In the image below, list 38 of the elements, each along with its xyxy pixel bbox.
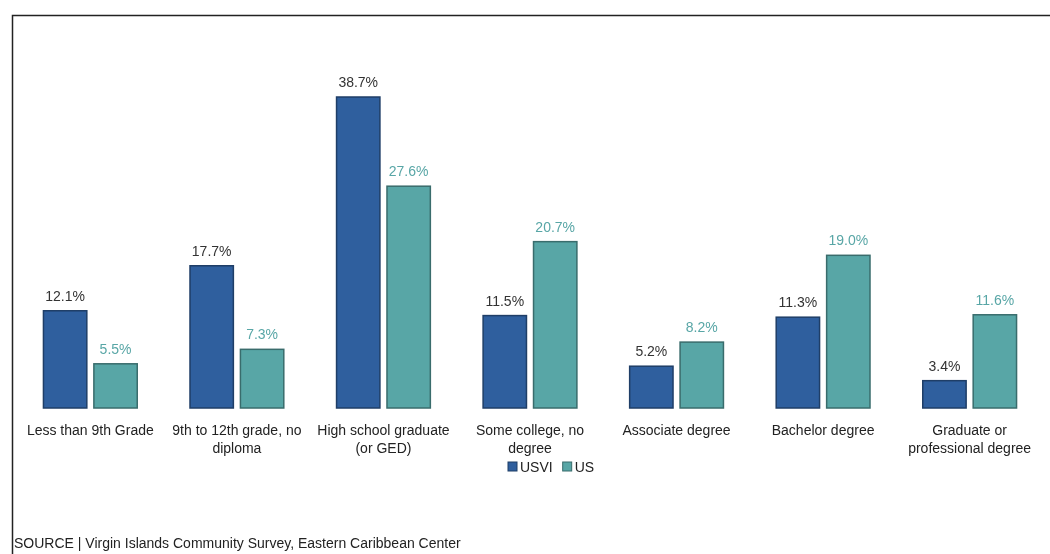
data-label: 27.6% (388, 163, 429, 180)
data-label: 7.3% (246, 326, 279, 343)
data-label: 12.1% (45, 287, 85, 304)
x-tick-label: Bachelor degree (771, 422, 875, 438)
source-note: SOURCE | Virgin Islands Community Survey, Eastern Caribbean Center (14, 535, 461, 551)
bar (42, 310, 88, 409)
bar (628, 365, 674, 409)
bar (239, 348, 285, 409)
data-label: 11.6% (975, 291, 1015, 308)
data-label: 3.4% (928, 357, 961, 374)
x-tick-label: High school graduate (or GED) (317, 422, 450, 456)
bar (679, 341, 725, 409)
bar (775, 316, 821, 409)
bar (335, 96, 381, 409)
data-label: 11.3% (778, 294, 818, 311)
bar (972, 314, 1018, 409)
bar (922, 379, 967, 409)
data-label: 19.0% (828, 232, 869, 249)
bar (482, 314, 528, 409)
x-tick-label: Some college, no degree (475, 422, 585, 456)
legend-label: USVI (520, 459, 553, 475)
bar (93, 363, 138, 409)
bar (825, 254, 871, 409)
x-tick-label: Associate degree (622, 422, 731, 438)
x-tick-label: Less than 9th Grade (26, 422, 154, 438)
data-label: 20.7% (535, 218, 576, 235)
x-tick-label: 9th to 12th grade, no diploma (172, 422, 302, 456)
data-label: 5.5% (99, 340, 132, 357)
bar (386, 185, 432, 409)
data-label: 11.5% (485, 292, 525, 309)
legend-label: US (574, 459, 595, 475)
x-tick-label: Graduate or professional degree (908, 422, 1032, 456)
data-label: 38.7% (338, 74, 379, 90)
data-label: 17.7% (191, 242, 232, 259)
bar (189, 265, 235, 409)
data-label: 5.2% (635, 343, 668, 360)
data-label: 8.2% (685, 319, 718, 336)
bar (532, 240, 578, 409)
